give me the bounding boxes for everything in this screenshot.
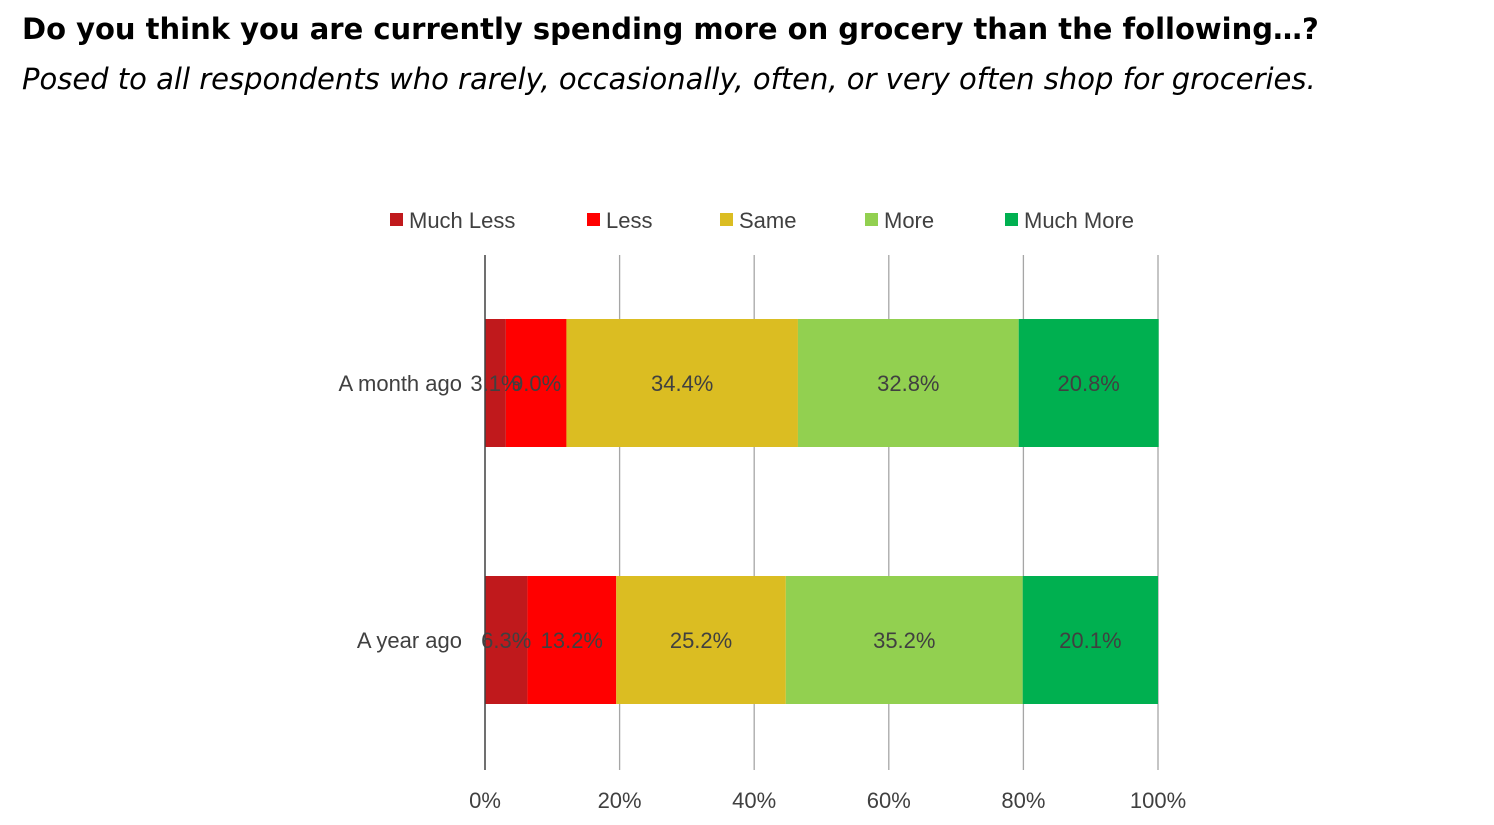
legend-label: More [884, 208, 934, 233]
chart-subtitle: Posed to all respondents who rarely, occ… [22, 62, 1316, 96]
legend-swatch [587, 213, 600, 226]
bar-segment [1018, 319, 1159, 447]
x-tick-label: 20% [598, 788, 642, 813]
legend-swatch [865, 213, 878, 226]
legend-swatch [720, 213, 733, 226]
x-tick-label: 0% [469, 788, 501, 813]
bar-segment [485, 319, 506, 447]
data-label: 6.3% [481, 628, 531, 653]
bar-segment [527, 576, 617, 704]
category-label: A year ago [357, 628, 462, 653]
legend-label: Less [606, 208, 652, 233]
data-label: 32.8% [877, 371, 939, 396]
bar-segment [1022, 576, 1158, 704]
x-tick-label: 80% [1001, 788, 1045, 813]
bar-segment [785, 576, 1023, 704]
bar-segment [797, 319, 1019, 447]
legend-swatch [390, 213, 403, 226]
data-label: 20.1% [1059, 628, 1121, 653]
category-label: A month ago [338, 371, 462, 396]
x-tick-label: 60% [867, 788, 911, 813]
x-tick-label: 40% [732, 788, 776, 813]
legend-label: Much Less [409, 208, 515, 233]
legend: Much Less Less Same More Much More [390, 208, 1134, 233]
data-label: 9.0% [511, 371, 561, 396]
legend-label: Much More [1024, 208, 1134, 233]
x-tick-label: 100% [1130, 788, 1186, 813]
data-label: 35.2% [873, 628, 935, 653]
bar-segment [505, 319, 567, 447]
data-labels: 3.1%9.0% 34.4% 32.8% 20.8% 6.3% 13.2% 25.2% 35.… [470, 371, 1121, 653]
data-label: 13.2% [541, 628, 603, 653]
data-label: 20.8% [1057, 371, 1119, 396]
data-label: 34.4% [651, 371, 713, 396]
data-label: 3.1% [470, 371, 520, 396]
data-label: 25.2% [670, 628, 732, 653]
legend-swatch [1005, 213, 1018, 226]
bar-segment [566, 319, 798, 447]
chart-title: Do you think you are currently spending … [22, 12, 1319, 46]
legend-label: Same [739, 208, 796, 233]
bars [485, 319, 1159, 704]
axes: 0% 20% 40% 60% 80% 100% A month ago A year ago [338, 255, 1186, 813]
bar-segment [616, 576, 786, 704]
bar-segment [485, 576, 528, 704]
